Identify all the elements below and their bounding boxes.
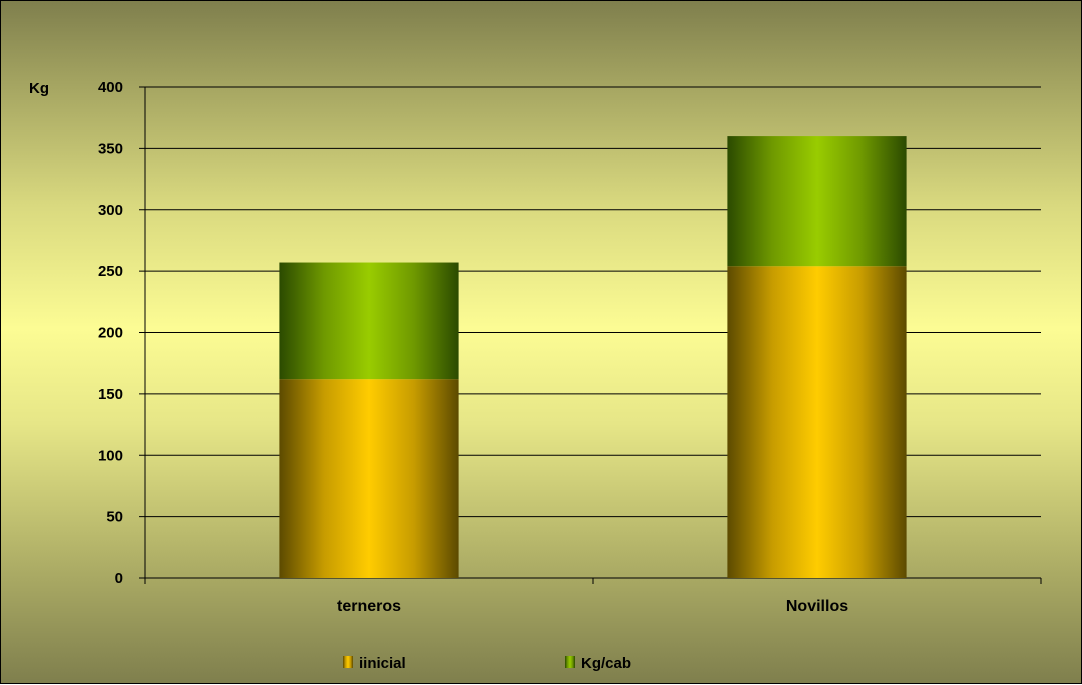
y-tick-label: 0 [115, 570, 123, 587]
y-tick-label: 100 [98, 447, 123, 464]
y-tick-label: 50 [106, 509, 123, 526]
y-tick-label: 200 [98, 325, 123, 342]
bar-segment [279, 379, 459, 578]
legend: iinicial Kg/cab [343, 655, 631, 672]
y-tick-label: 300 [98, 202, 123, 219]
bar-segment [727, 266, 907, 578]
y-tick-label: 150 [98, 386, 123, 403]
legend-label: Kg/cab [581, 655, 631, 672]
x-category-label: terneros [337, 598, 401, 615]
x-category-label: Novillos [786, 598, 848, 615]
y-tick-label: 250 [98, 263, 123, 280]
bar-segment [727, 136, 907, 267]
legend-label: iinicial [359, 655, 406, 672]
bar-segment [279, 262, 459, 380]
y-tick-label: 350 [98, 140, 123, 157]
y-tick-label: 400 [98, 79, 123, 96]
bars [279, 136, 907, 578]
legend-swatch [343, 656, 353, 668]
axis-labels: Kg 0 50 100 150 200 250 300 350 400 terneros Novil… [29, 79, 848, 615]
y-axis-title: Kg [29, 80, 49, 97]
legend-swatch [565, 656, 575, 668]
